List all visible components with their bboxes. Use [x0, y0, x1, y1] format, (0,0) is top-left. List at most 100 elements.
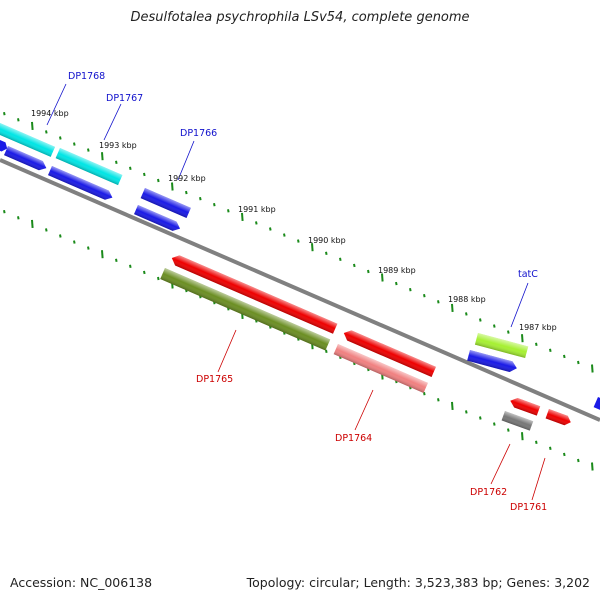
gene-label[interactable]: tatC: [518, 269, 538, 280]
gene-label[interactable]: DP1768: [68, 71, 105, 82]
tick-mark: [437, 300, 440, 304]
genome-backbone: [0, 158, 600, 422]
tick-mark: [143, 172, 146, 177]
gene-feature-red-3[interactable]: [509, 396, 541, 416]
gene-label[interactable]: DP1767: [106, 93, 143, 104]
gene-feature-cyan-1[interactable]: [0, 123, 56, 157]
gene-feature-red-4[interactable]: [545, 409, 573, 427]
accession-text: Accession: NC_006138: [10, 575, 153, 590]
gene-feature-lime[interactable]: [474, 333, 529, 359]
tick-mark: [521, 334, 524, 343]
tick-label: 1990 kbp: [308, 236, 346, 245]
tick-mark: [45, 130, 48, 134]
gene-feature-blue-4[interactable]: [134, 205, 182, 233]
tick-mark: [535, 440, 538, 444]
tick-label: 1991 kbp: [238, 205, 276, 214]
tick-mark: [423, 294, 426, 298]
tick-mark: [73, 142, 76, 146]
tick-mark: [17, 216, 20, 220]
tick-mark: [381, 273, 384, 282]
tick-mark: [185, 190, 188, 195]
tick-mark: [325, 349, 328, 353]
tick-mark: [409, 288, 412, 292]
tick-mark: [213, 203, 216, 207]
tick-dots: [3, 112, 594, 471]
tick-mark: [3, 210, 6, 214]
tick-mark: [395, 281, 398, 286]
gene-labels: DP1768 DP1767 DP1766 tatC DP1765 DP1764 …: [68, 71, 547, 513]
tick-mark: [171, 182, 174, 191]
tick-mark: [479, 416, 482, 420]
tick-label: 1992 kbp: [168, 174, 206, 183]
tick-mark: [101, 250, 104, 259]
gene-label[interactable]: DP1765: [196, 374, 233, 385]
tick-mark: [591, 462, 594, 471]
gene-feature-blue-6[interactable]: [593, 397, 600, 412]
gene-feature-pink[interactable]: [333, 344, 428, 394]
tick-mark: [255, 221, 258, 225]
tick-mark: [31, 219, 34, 228]
gene-feature-blue-5[interactable]: [467, 350, 518, 374]
tick-mark: [507, 428, 510, 432]
tick-mark: [87, 148, 90, 152]
tick-mark: [129, 264, 132, 268]
gene-feature-blue-3[interactable]: [140, 188, 191, 218]
gene-label[interactable]: DP1761: [510, 502, 547, 513]
gene-label[interactable]: DP1766: [180, 128, 217, 139]
gene-feature-red-2[interactable]: [342, 328, 436, 378]
tick-mark: [157, 276, 160, 281]
tick-mark: [115, 160, 118, 164]
tick-mark: [311, 243, 314, 252]
tick-mark: [465, 312, 468, 316]
tick-mark: [157, 178, 160, 183]
gene-feature-blue-1[interactable]: [4, 146, 48, 173]
tick-mark: [199, 197, 202, 201]
gene-feature-red-1[interactable]: [170, 253, 338, 334]
gene-feature-gray[interactable]: [501, 411, 534, 431]
map-title: Desulfotalea psychrophila LSv54, complet…: [130, 10, 470, 25]
tick-mark: [549, 446, 552, 450]
tick-mark: [339, 257, 342, 261]
gene-feature-cyan-2[interactable]: [55, 148, 123, 186]
tick-mark: [591, 364, 594, 373]
tick-mark: [59, 234, 62, 238]
tick-mark: [73, 240, 76, 244]
tick-mark: [45, 228, 48, 232]
tick-mark: [269, 227, 272, 231]
tick-mark: [451, 303, 454, 312]
tick-mark: [31, 121, 34, 130]
tick-mark: [577, 458, 580, 463]
kbp-labels: 1994 kbp 1993 kbp 1992 kbp 1991 kbp 1990…: [31, 109, 557, 332]
gene-feature-blue-2[interactable]: [48, 166, 114, 202]
tick-mark: [87, 246, 90, 250]
tick-mark: [521, 432, 524, 441]
tick-mark: [437, 398, 440, 402]
tick-mark: [563, 354, 566, 359]
tick-mark: [129, 166, 132, 170]
features: [0, 123, 600, 431]
tick-mark: [241, 212, 244, 221]
tick-mark: [115, 258, 118, 262]
tick-mark: [325, 251, 328, 255]
tick-mark: [143, 270, 146, 275]
gene-label[interactable]: DP1762: [470, 487, 507, 498]
tick-mark: [3, 112, 6, 116]
tick-label: 1987 kbp: [519, 323, 557, 332]
tick-mark: [17, 118, 20, 122]
gene-feature-olive[interactable]: [160, 268, 331, 351]
genome-summary-text: Topology: circular; Length: 3,523,383 bp…: [246, 575, 590, 590]
tick-mark: [451, 401, 454, 410]
tick-label: 1993 kbp: [99, 141, 137, 150]
tick-mark: [283, 233, 286, 237]
tick-mark: [549, 348, 552, 352]
tick-mark: [535, 342, 538, 346]
tick-mark: [367, 269, 370, 274]
gene-feature-blue-0[interactable]: [0, 140, 9, 153]
tick-mark: [563, 452, 566, 457]
tick-mark: [227, 209, 230, 213]
tick-label: 1994 kbp: [31, 109, 69, 118]
tick-mark: [297, 239, 300, 243]
tick-mark: [507, 330, 510, 334]
gene-label[interactable]: DP1764: [335, 433, 372, 444]
tick-mark: [59, 136, 62, 140]
